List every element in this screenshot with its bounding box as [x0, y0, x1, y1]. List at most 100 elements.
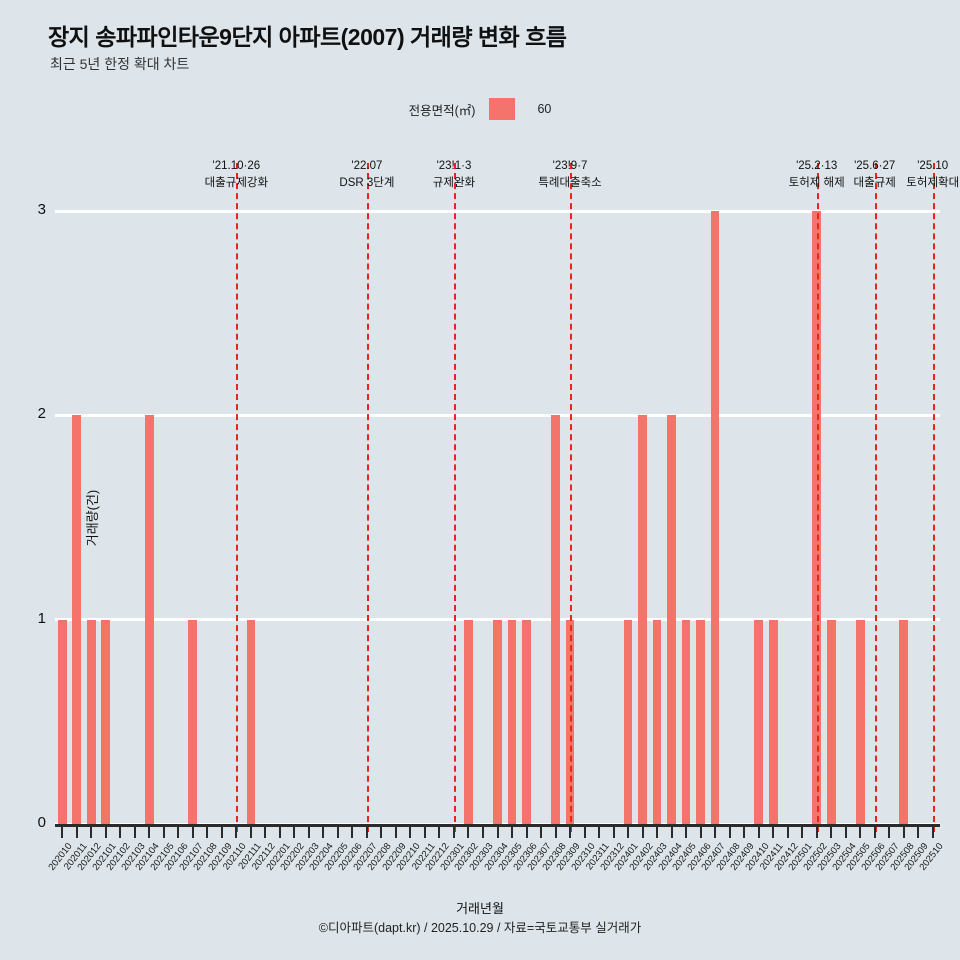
bar[interactable]: [667, 415, 676, 824]
x-tick: [786, 827, 789, 838]
gridline-1: [55, 618, 940, 622]
bar[interactable]: [652, 619, 662, 824]
bar[interactable]: [899, 619, 909, 824]
x-tick: [336, 827, 339, 838]
chart-legend: 전용면적(㎡) 60: [0, 98, 960, 120]
x-tick: [322, 827, 325, 838]
x-axis-label: 거래년월: [456, 901, 504, 916]
bar[interactable]: [86, 619, 96, 824]
bar-series-60: [55, 211, 940, 824]
x-tick: [148, 827, 151, 838]
x-tick: [873, 827, 876, 838]
legend-title: 전용면적(㎡): [408, 103, 476, 118]
bar[interactable]: [493, 619, 502, 824]
x-tick: [90, 827, 93, 838]
x-tick: [351, 827, 354, 838]
x-tick: [931, 827, 934, 838]
bar[interactable]: [768, 619, 778, 824]
bar[interactable]: [855, 619, 865, 824]
x-tick: [220, 827, 223, 838]
x-tick: [525, 827, 528, 838]
gridline-2: [55, 413, 940, 417]
page-subtitle: 최근 5년 한정 확대 차트: [50, 56, 190, 72]
x-tick: [177, 827, 180, 838]
bar[interactable]: [246, 619, 256, 824]
x-tick: [569, 827, 572, 838]
x-tick: [757, 827, 760, 838]
bar[interactable]: [812, 211, 822, 824]
x-tick: [728, 827, 731, 838]
event-label-202510: '25.10 토허제확대: [873, 158, 960, 191]
bar[interactable]: [710, 211, 720, 824]
event-line-202506: [874, 163, 877, 832]
bar[interactable]: [57, 619, 67, 824]
x-tick: [641, 827, 644, 838]
bar[interactable]: [188, 619, 198, 824]
bar[interactable]: [681, 619, 691, 824]
x-tick: [772, 827, 775, 838]
bar[interactable]: [144, 415, 154, 824]
bar[interactable]: [101, 619, 111, 824]
x-tick: [365, 827, 368, 838]
y-tick-label-3: 3: [37, 201, 46, 218]
x-tick: [830, 827, 833, 838]
x-tick: [264, 827, 267, 838]
x-tick: [380, 827, 383, 838]
event-line-202207: [366, 163, 369, 832]
x-tick: [133, 827, 136, 838]
gridline-3: [55, 209, 940, 213]
y-tick-label-1: 1: [37, 609, 46, 627]
x-tick: [888, 827, 891, 838]
x-tick: [902, 827, 905, 838]
x-tick: [293, 827, 296, 838]
page-title: 장지 송파파인타운9단지 아파트(2007) 거래량 변화 흐름: [48, 24, 567, 50]
x-tick: [452, 827, 455, 838]
x-tick: [307, 827, 310, 838]
bar[interactable]: [826, 619, 836, 824]
bar[interactable]: [551, 415, 560, 824]
event-line-202309: [570, 163, 573, 832]
bar[interactable]: [522, 619, 531, 824]
x-tick: [815, 827, 818, 838]
x-tick: [394, 827, 397, 838]
x-tick: [119, 827, 122, 838]
x-tick: [61, 827, 64, 838]
x-tick: [423, 827, 426, 838]
x-tick: [627, 827, 630, 838]
legend-swatch-60[interactable]: [489, 98, 516, 120]
bar[interactable]: [696, 619, 705, 824]
x-tick: [481, 827, 484, 838]
x-tick: [656, 827, 659, 838]
x-tick: [583, 827, 586, 838]
x-tick: [554, 827, 557, 838]
y-tick-label-0: 0: [37, 814, 46, 831]
x-tick: [685, 827, 688, 838]
x-axis: [55, 824, 940, 827]
x-tick: [699, 827, 702, 838]
chart-footer: ©디아파트(dapt.kr) / 2025.10.29 / 자료=국토교통부 실…: [318, 921, 642, 935]
bar[interactable]: [464, 619, 473, 824]
event-line-202301: [453, 163, 456, 832]
x-tick: [859, 827, 862, 838]
x-tick: [278, 827, 281, 838]
bar[interactable]: [754, 619, 763, 824]
event-name: 토허제확대: [906, 176, 960, 189]
bar[interactable]: [623, 619, 633, 824]
x-tick: [801, 827, 804, 838]
plot-area: 거래량(건): [55, 163, 940, 832]
x-tick: [598, 827, 601, 838]
x-tick: [612, 827, 615, 838]
bar[interactable]: [72, 415, 82, 824]
event-date: '25.10: [917, 160, 949, 172]
x-tick: [743, 827, 746, 838]
event-line-202502: [816, 163, 819, 832]
x-tick: [670, 827, 673, 838]
bar[interactable]: [507, 619, 517, 824]
x-tick: [162, 827, 165, 838]
x-tick: [409, 827, 412, 838]
y-tick-label-2: 2: [37, 405, 46, 423]
x-tick: [206, 827, 209, 838]
x-tick: [75, 827, 78, 838]
bar[interactable]: [638, 415, 647, 824]
